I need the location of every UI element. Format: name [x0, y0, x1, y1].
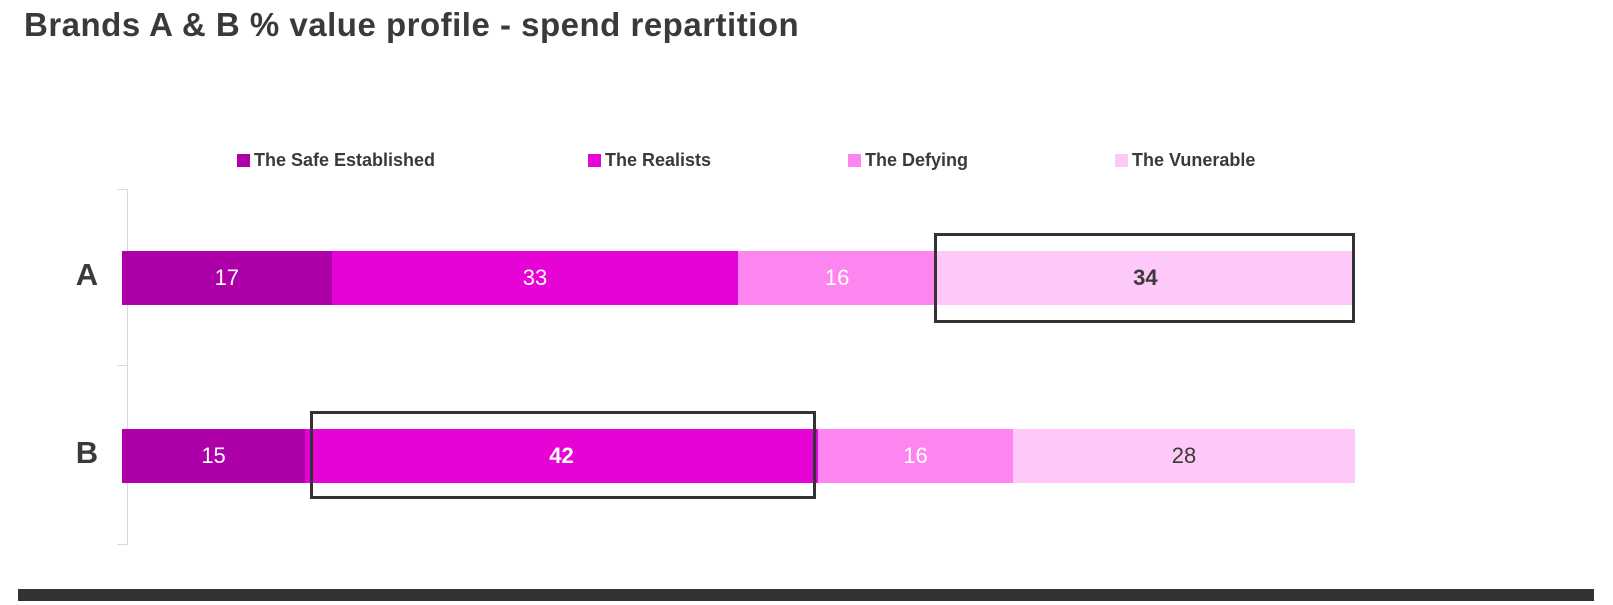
bar-value-label: 15 — [201, 443, 226, 468]
axis-tick-top — [117, 189, 128, 190]
stacked-bar-brand-a: 17 33 16 34 — [122, 251, 1355, 305]
highlight-box-brand-b-42 — [310, 411, 816, 499]
legend-item: The Defying — [848, 150, 968, 171]
bar-value-label: 34 — [1133, 265, 1158, 290]
category-label-a: A — [75, 257, 99, 292]
legend-swatch-icon — [1115, 154, 1128, 167]
legend-swatch-icon — [588, 154, 601, 167]
bar-segment: 28 — [1013, 429, 1355, 483]
legend-item: The Vunerable — [1115, 150, 1255, 171]
legend-label: The Realists — [605, 150, 712, 170]
bar-segment: 17 — [122, 251, 332, 305]
bar-value-label: 42 — [549, 443, 574, 468]
chart-title: Brands A & B % value profile - spend rep… — [24, 6, 800, 43]
legend-label: The Defying — [865, 150, 969, 170]
legend-swatch-icon — [848, 154, 861, 167]
bar-segment: 34 — [935, 251, 1355, 305]
bar-segment: 42 — [305, 429, 818, 483]
legend-item: The Safe Established — [237, 150, 435, 171]
bar-value-label: 16 — [903, 443, 928, 468]
bottom-divider-bar — [18, 589, 1594, 601]
axis-tick-bottom — [117, 544, 128, 545]
bar-segment: 16 — [738, 251, 936, 305]
legend-swatch-icon — [237, 154, 250, 167]
legend-label: The Safe Established — [254, 150, 436, 170]
bar-value-label: 28 — [1171, 443, 1197, 468]
bar-segment: 16 — [817, 429, 1014, 483]
highlight-box-brand-a-34 — [934, 233, 1355, 323]
category-label-b: B — [75, 435, 99, 470]
legend-item: The Realists — [588, 150, 711, 171]
stacked-bar-brand-b: 15 42 16 28 — [122, 429, 1355, 483]
bar-segment: 15 — [122, 429, 306, 483]
bar-segment: 33 — [331, 251, 739, 305]
bar-value-label: 33 — [522, 265, 548, 290]
bar-value-label: 16 — [824, 265, 850, 290]
axis-tick-middle — [117, 365, 128, 366]
legend-label: The Vunerable — [1132, 150, 1256, 170]
y-axis-line — [127, 189, 128, 544]
bar-value-label: 17 — [214, 265, 240, 290]
